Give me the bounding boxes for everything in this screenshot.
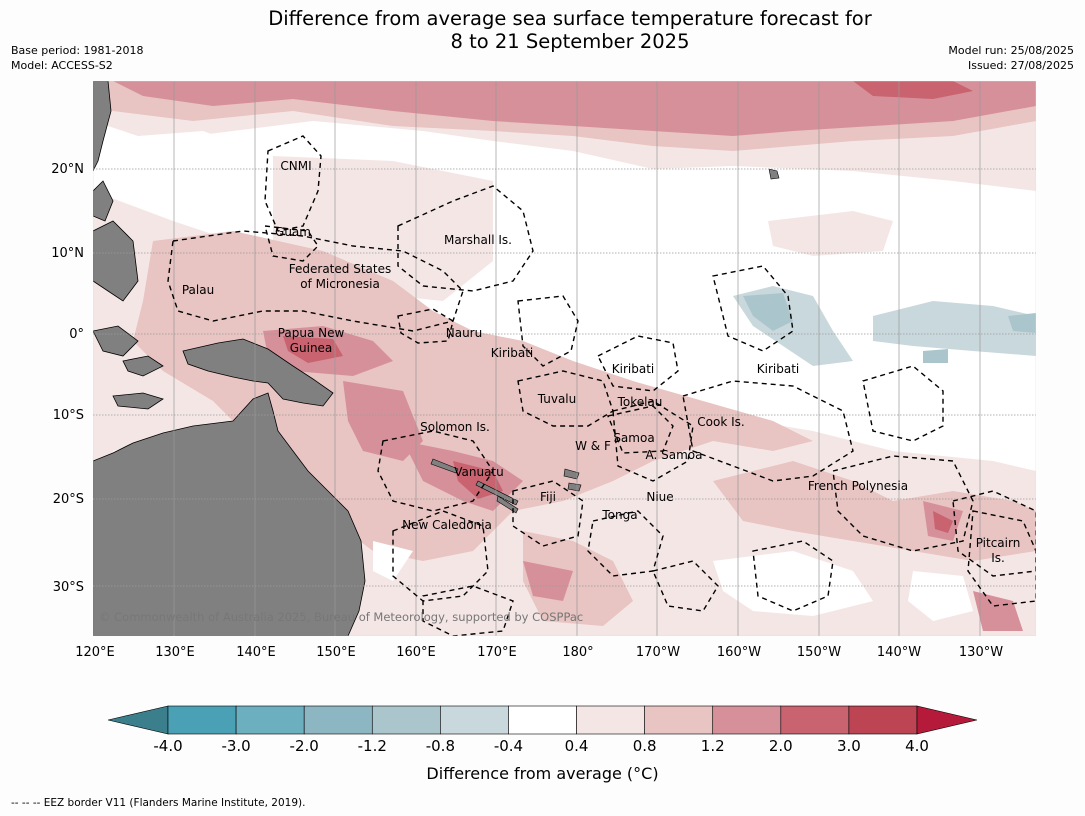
copyright-notice: © Commonwealth of Australia 2025, Bureau… [99,610,583,624]
colorbar-tick-label: 0.8 [633,737,657,755]
colorbar-segment [440,705,509,735]
anomaly-cool-fills [733,286,1036,366]
colorbar-tick-label: 3.0 [837,737,861,755]
label-png-2: Guinea [290,341,333,355]
label-kiribati-east: Kiribati [757,362,799,376]
label-american-samoa: A. Samoa [646,448,703,462]
label-png-1: Papua New [278,326,345,340]
label-new-caledonia: New Caledonia [402,518,492,532]
sst-anomaly-map: CNMI Guam Marshall Is. Federated States … [93,81,1036,636]
colorbar-tick-label: -4.0 [153,737,182,755]
eez-footnote: -- -- -- EEZ border V11 (Flanders Marine… [11,797,306,809]
model-run: Model run: 25/08/2025 [948,44,1074,57]
label-wallis-futuna: W & F [575,439,611,453]
new-guinea-landmass [182,338,334,407]
lon-tick-180: 180° [562,645,594,660]
lat-tick-10n: 10°N [51,246,84,261]
label-cook: Cook Is. [697,415,744,429]
lon-tick-120e: 120°E [75,645,115,660]
label-vanuatu: Vanuatu [454,465,504,479]
label-marshall: Marshall Is. [444,233,512,247]
colorbar-segment [644,705,714,735]
label-solomon: Solomon Is. [420,420,490,434]
colorbar-tick-label: -0.4 [494,737,523,755]
lat-tick-20s: 20°S [52,492,84,507]
lon-tick-170e: 170°E [477,645,517,660]
eez-borders [167,135,1036,636]
colorbar-tick-label: -2.0 [290,737,319,755]
lon-tick-130e: 130°E [155,645,195,660]
colorbar-segment [167,705,237,735]
lon-tick-140w: 140°W [876,645,922,660]
label-nauru: Nauru [446,326,482,340]
colorbar-segment [371,705,441,735]
lat-tick-30s: 30°S [52,580,84,595]
label-tokelau: Tokelau [617,395,663,409]
model-name: Model: ACCESS-S2 [11,59,113,72]
colorbar-segment [780,705,850,735]
label-palau: Palau [182,283,214,297]
label-tuvalu: Tuvalu [537,392,577,406]
colorbar-tick-label: -0.8 [426,737,455,755]
label-pitcairn-1: Pitcairn [976,536,1021,550]
colorbar-title: Difference from average (°C) [426,764,659,783]
lon-tick-130w: 130°W [958,645,1004,660]
colorbar-tick-labels: -4.0 -3.0 -2.0 -1.2 -0.8 -0.4 0.4 0.8 1.2 2.0 3.0 4… [153,737,929,755]
lon-tick-150e: 150°E [316,645,356,660]
lat-tick-0: 0° [69,327,84,342]
colorbar-arrow-low [107,705,169,735]
issued-date: Issued: 27/08/2025 [967,59,1074,72]
indonesia-landmass [93,81,164,410]
lon-tick-160w: 160°W [716,645,762,660]
chart-title: Difference from average sea surface temp… [0,7,1085,53]
base-period: Base period: 1981-2018 [11,44,144,57]
colorbar-segment [576,705,645,735]
label-pitcairn-2: Is. [991,551,1005,565]
label-guam: Guam [275,225,311,239]
neutral-pockets [113,131,973,621]
label-kiribati-central: Kiribati [612,362,654,376]
title-line-2: 8 to 21 September 2025 [450,30,690,53]
colorbar-tick-label: 4.0 [905,737,929,755]
colorbar-tick-label: 2.0 [769,737,793,755]
lon-tick-150w: 150°W [796,645,842,660]
colorbar-tick-label: 1.2 [701,737,725,755]
lat-tick-10s: 10°S [52,408,84,423]
label-samoa: Samoa [613,431,654,445]
label-fsm-2: of Micronesia [300,277,380,291]
colorbar-segments [107,705,978,735]
title-line-1: Difference from average sea surface temp… [268,7,872,30]
label-niue: Niue [646,490,673,504]
anomaly-very-strong-fills [283,81,973,533]
lat-tick-20n: 20°N [51,162,84,177]
label-french-polynesia: French Polynesia [808,479,908,493]
region-labels: CNMI Guam Marshall Is. Federated States … [182,159,1020,565]
colorbar-segment [712,705,782,735]
label-tonga: Tonga [601,508,637,522]
label-kiribati-west: Kiribati [491,346,533,360]
graticule [93,81,1036,636]
label-fsm-1: Federated States [289,262,391,276]
lon-tick-170w: 170°W [635,645,681,660]
metadata-left: Base period: 1981-2018 Model: ACCESS-S2 [11,43,143,73]
colorbar-tick-label: 0.4 [565,737,589,755]
colorbar-segment [235,705,305,735]
metadata-right: Model run: 25/08/2025 Issued: 27/08/2025 [948,43,1074,73]
colorbar-tick-label: -3.0 [221,737,250,755]
lon-tick-140e: 140°E [236,645,276,660]
colorbar-segment [848,705,918,735]
colorbar-tick-label: -1.2 [358,737,387,755]
colorbar-segment [508,705,577,735]
label-fiji: Fiji [540,490,556,504]
label-cnmi: CNMI [280,159,311,173]
colorbar-arrow-high [916,705,978,735]
lon-tick-160e: 160°E [396,645,436,660]
australia-landmass [93,392,366,636]
colorbar: -4.0 -3.0 -2.0 -1.2 -0.8 -0.4 0.4 0.8 1.2 2.0 3.0 4… [107,705,978,755]
hawaii-landmass [768,168,780,180]
colorbar-segment [303,705,373,735]
